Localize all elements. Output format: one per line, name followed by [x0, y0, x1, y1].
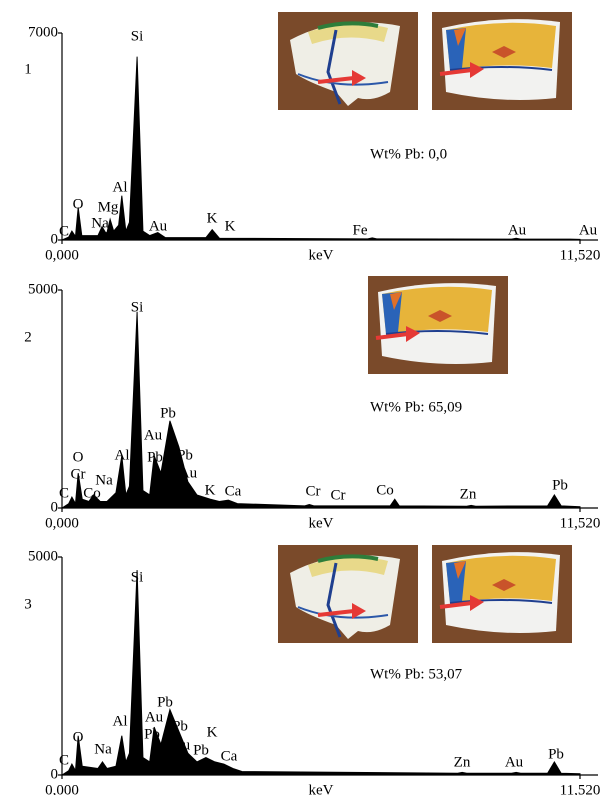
peak-label: Ca — [221, 748, 238, 764]
y-tick-label: 0 — [51, 499, 59, 515]
annotation: Wt% Pb: 0,0 — [370, 146, 447, 162]
peak-label: Na — [95, 472, 113, 488]
photo — [278, 545, 418, 643]
peak-label: Au — [149, 218, 168, 234]
peak-label: Pb — [548, 746, 564, 762]
y-tick-label: 7000 — [28, 24, 58, 40]
panel-label: 2 — [24, 329, 32, 345]
peak-label: Si — [131, 569, 144, 585]
peak-label: Zn — [454, 754, 471, 770]
peak-label: Pb — [177, 447, 193, 463]
peak-label: O — [73, 196, 84, 212]
peak-label: Al — [113, 713, 128, 729]
x-tick-label: 0,000 — [45, 782, 79, 795]
peak-label: Pb — [147, 449, 163, 465]
peak-label: Au — [144, 427, 163, 443]
peak-label: K — [225, 218, 236, 234]
peak-label: Au — [579, 222, 598, 238]
peak-label: Cr — [71, 466, 86, 482]
photo — [432, 12, 572, 110]
peak-label: C — [59, 485, 69, 501]
panel-label: 3 — [24, 596, 32, 612]
peak-label: Ca — [225, 483, 242, 499]
peak-label: O — [73, 729, 84, 745]
peak-label: Na — [91, 215, 109, 231]
peak-label: Mg — [98, 199, 119, 215]
peak-label: Pb — [144, 726, 160, 742]
peak-label: Pb — [193, 742, 209, 758]
peak-label: Cr — [331, 487, 346, 503]
peak-label: Si — [131, 299, 144, 315]
peak-label: C — [59, 223, 69, 239]
peak-label: K — [205, 482, 216, 498]
y-tick-label: 5000 — [28, 281, 58, 297]
x-tick-label: 11,520 — [560, 247, 601, 263]
annotation: Wt% Pb: 53,07 — [370, 666, 463, 682]
annotation: Wt% Pb: 65,09 — [370, 399, 462, 415]
peak-label: K — [207, 210, 218, 226]
x-axis-label: keV — [309, 247, 334, 263]
y-tick-label: 0 — [51, 231, 59, 247]
peak-label: Zn — [460, 486, 477, 502]
peak-label: Si — [131, 28, 144, 44]
peak-label: Na — [94, 741, 112, 757]
peak-label: Fe — [353, 222, 368, 238]
peak-label: Au — [145, 709, 164, 725]
peak-label: Pb — [172, 718, 188, 734]
peak-label: Co — [376, 482, 394, 498]
peak-label: Pb — [552, 477, 568, 493]
peak-label: C — [59, 752, 69, 768]
peak-label: Al — [115, 447, 130, 463]
peak-label: O — [73, 449, 84, 465]
spectrum — [60, 311, 581, 509]
photo — [368, 276, 508, 374]
panel-label: 1 — [24, 61, 32, 77]
peak-label: Au — [508, 222, 527, 238]
peak-label: Co — [83, 485, 101, 501]
y-tick-label: 0 — [51, 766, 59, 782]
x-tick-label: 11,520 — [560, 515, 601, 531]
peak-label: Pb — [160, 405, 176, 421]
peak-label: Au — [505, 754, 524, 770]
photo — [278, 12, 418, 110]
peak-label: Cr — [306, 483, 321, 499]
x-tick-label: 0,000 — [45, 247, 79, 263]
x-axis-label: keV — [309, 515, 334, 531]
photo — [432, 545, 572, 643]
x-tick-label: 0,000 — [45, 515, 79, 531]
peak-label: Al — [113, 179, 128, 195]
peak-label: Au — [172, 737, 191, 753]
spectrum — [60, 570, 581, 776]
peak-label: Pb — [157, 694, 173, 710]
peak-label: Au — [179, 465, 198, 481]
peak-label: K — [207, 724, 218, 740]
x-tick-label: 11,520 — [560, 782, 601, 795]
y-tick-label: 5000 — [28, 548, 58, 564]
spectrum — [61, 56, 581, 241]
x-axis-label: keV — [309, 782, 334, 795]
